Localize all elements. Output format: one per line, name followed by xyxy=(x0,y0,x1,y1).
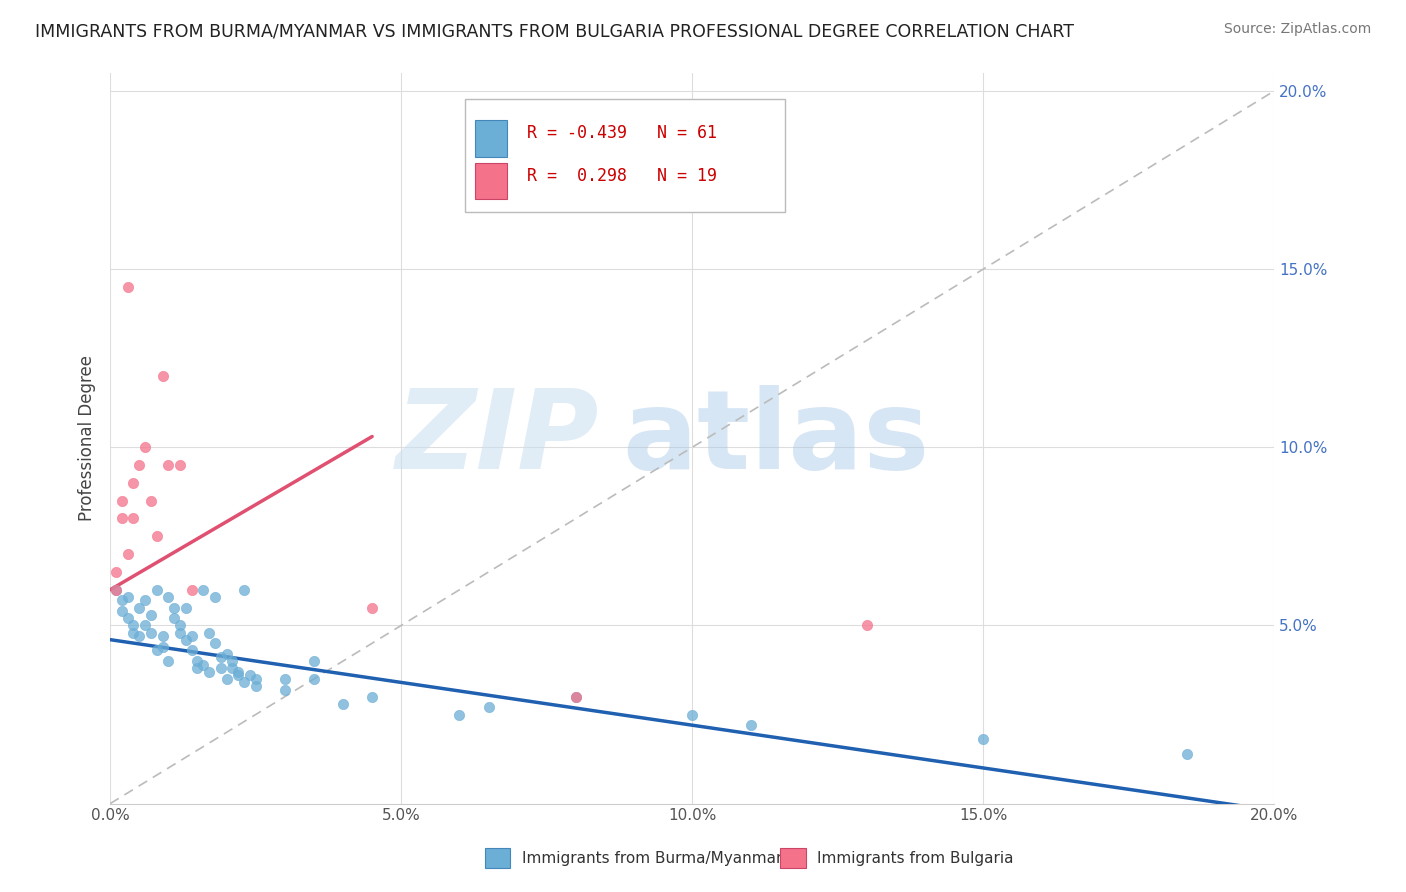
Point xyxy=(122,618,145,632)
Point xyxy=(157,590,180,604)
Point xyxy=(104,582,127,597)
Point xyxy=(226,665,249,679)
Point xyxy=(117,547,139,561)
Point xyxy=(233,582,256,597)
Point xyxy=(302,654,325,668)
Point xyxy=(204,636,226,650)
Point xyxy=(477,700,499,714)
Point xyxy=(169,625,191,640)
Point xyxy=(134,618,156,632)
Point xyxy=(104,582,127,597)
Point xyxy=(163,611,186,625)
Point xyxy=(139,493,162,508)
Point xyxy=(117,280,139,294)
Point xyxy=(193,657,215,672)
Point xyxy=(128,458,150,472)
Point xyxy=(111,493,134,508)
Point xyxy=(122,475,145,490)
Point xyxy=(139,625,162,640)
Text: Source: ZipAtlas.com: Source: ZipAtlas.com xyxy=(1223,22,1371,37)
Point xyxy=(740,718,762,732)
Point xyxy=(274,682,297,697)
Point xyxy=(221,661,243,675)
Point xyxy=(134,593,156,607)
Point xyxy=(111,593,134,607)
Point xyxy=(681,707,703,722)
Point xyxy=(157,458,180,472)
Point xyxy=(128,600,150,615)
Point xyxy=(174,600,197,615)
Point xyxy=(856,618,879,632)
Point xyxy=(193,582,215,597)
Point xyxy=(117,590,139,604)
Point xyxy=(198,625,221,640)
Point xyxy=(245,672,267,686)
Text: ZIP: ZIP xyxy=(395,384,599,491)
Point xyxy=(274,672,297,686)
Point xyxy=(180,582,202,597)
Point xyxy=(128,629,150,643)
Point xyxy=(233,675,256,690)
Point xyxy=(122,511,145,525)
Point xyxy=(157,654,180,668)
Point xyxy=(332,697,354,711)
Point xyxy=(145,582,167,597)
Bar xyxy=(475,120,508,157)
Point xyxy=(215,647,238,661)
Point xyxy=(565,690,588,704)
Point xyxy=(239,668,262,682)
Point xyxy=(198,665,221,679)
Bar xyxy=(475,163,508,199)
Point xyxy=(152,640,174,654)
Point xyxy=(209,661,232,675)
Point xyxy=(117,611,139,625)
Point xyxy=(449,707,471,722)
Point xyxy=(186,661,208,675)
Text: atlas: atlas xyxy=(623,384,929,491)
Point xyxy=(104,565,127,579)
Text: IMMIGRANTS FROM BURMA/MYANMAR VS IMMIGRANTS FROM BULGARIA PROFESSIONAL DEGREE CO: IMMIGRANTS FROM BURMA/MYANMAR VS IMMIGRA… xyxy=(35,22,1074,40)
Point xyxy=(221,654,243,668)
Point xyxy=(302,672,325,686)
Point xyxy=(134,440,156,454)
Point xyxy=(209,650,232,665)
Point xyxy=(145,643,167,657)
Point xyxy=(186,654,208,668)
Point xyxy=(111,511,134,525)
Text: R =  0.298   N = 19: R = 0.298 N = 19 xyxy=(527,167,717,185)
Point xyxy=(122,625,145,640)
Point xyxy=(163,600,186,615)
Point xyxy=(226,668,249,682)
Point xyxy=(972,732,994,747)
Point xyxy=(169,458,191,472)
Point xyxy=(169,618,191,632)
Point xyxy=(139,607,162,622)
Text: Immigrants from Burma/Myanmar: Immigrants from Burma/Myanmar xyxy=(522,851,782,865)
Point xyxy=(361,690,384,704)
FancyBboxPatch shape xyxy=(465,98,786,211)
Point xyxy=(111,604,134,618)
Point xyxy=(245,679,267,693)
Y-axis label: Professional Degree: Professional Degree xyxy=(79,355,96,521)
Point xyxy=(565,690,588,704)
Point xyxy=(152,629,174,643)
Point xyxy=(152,368,174,383)
Point xyxy=(174,632,197,647)
Point xyxy=(145,529,167,543)
Text: R = -0.439   N = 61: R = -0.439 N = 61 xyxy=(527,124,717,142)
Point xyxy=(180,643,202,657)
Point xyxy=(1175,747,1198,761)
Point xyxy=(180,629,202,643)
Point xyxy=(204,590,226,604)
Point xyxy=(361,600,384,615)
Text: Immigrants from Bulgaria: Immigrants from Bulgaria xyxy=(817,851,1014,865)
Point xyxy=(215,672,238,686)
